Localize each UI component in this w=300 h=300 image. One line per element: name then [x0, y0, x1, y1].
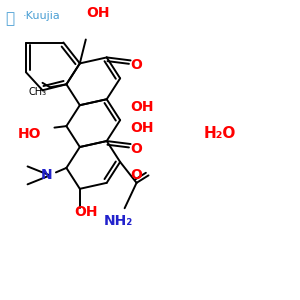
Text: OH: OH: [74, 205, 98, 219]
Text: ·Kuujia: ·Kuujia: [23, 11, 61, 21]
Text: OH: OH: [86, 6, 109, 20]
Text: NH₂: NH₂: [104, 214, 133, 228]
Text: OH: OH: [130, 121, 154, 135]
Text: O: O: [130, 58, 142, 72]
Text: HO: HO: [17, 127, 41, 141]
Text: O: O: [130, 168, 142, 182]
Text: H₂O: H₂O: [204, 126, 236, 141]
Text: N: N: [41, 168, 53, 182]
Text: Ⓚ: Ⓚ: [5, 11, 14, 26]
Text: CH₃: CH₃: [29, 87, 47, 97]
Text: OH: OH: [130, 100, 154, 114]
Text: O: O: [130, 142, 142, 155]
